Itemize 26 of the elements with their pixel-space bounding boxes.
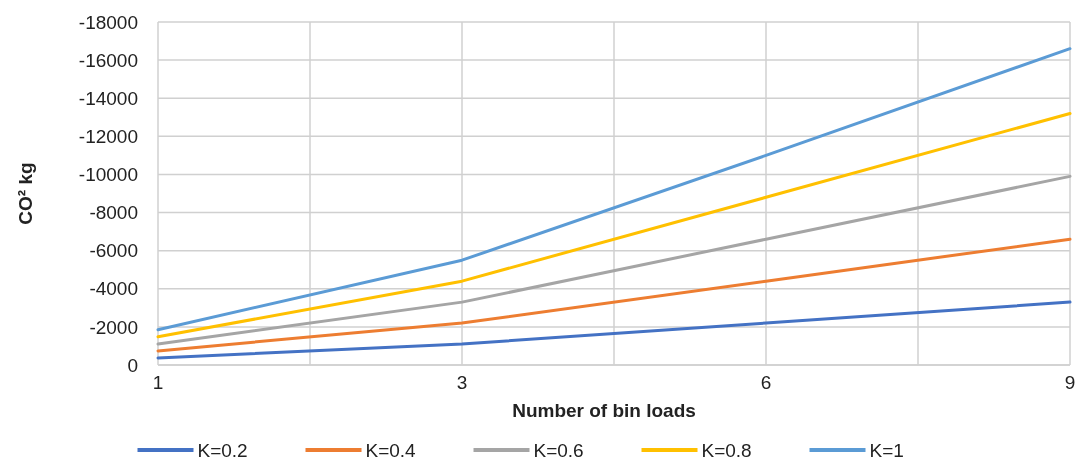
- line-series: [156, 237, 1072, 353]
- y-tick-label: -2000: [89, 316, 138, 338]
- legend-label: K=0.8: [701, 439, 752, 461]
- y-tick-label: -16000: [78, 49, 138, 71]
- line-series: [156, 47, 1072, 332]
- y-tick-label: -14000: [78, 87, 138, 109]
- x-tick-label: 6: [760, 372, 772, 393]
- y-tick-label: -8000: [89, 202, 138, 224]
- y-tick-label: -12000: [78, 125, 138, 147]
- line-series: [156, 111, 1072, 339]
- x-tick-label: 3: [456, 372, 468, 393]
- y-tick-label: 0: [127, 354, 138, 376]
- x-tick-label: 9: [1064, 372, 1075, 393]
- legend-label: K=1: [869, 439, 904, 461]
- y-tick-label: -4000: [89, 278, 138, 300]
- legend-label: K=0.4: [365, 439, 417, 461]
- line-series: [156, 174, 1072, 346]
- y-tick-label: -10000: [78, 164, 138, 186]
- y-tick-label: -6000: [89, 240, 138, 262]
- line-series: [156, 300, 1072, 360]
- x-axis-title: Number of bin loads: [512, 400, 696, 421]
- y-tick-label: -18000: [78, 11, 138, 33]
- legend-label: K=0.2: [197, 439, 248, 461]
- legend-label: K=0.6: [533, 439, 584, 461]
- x-tick-label: 1: [152, 372, 164, 393]
- y-axis-title: CO² kg: [15, 162, 36, 225]
